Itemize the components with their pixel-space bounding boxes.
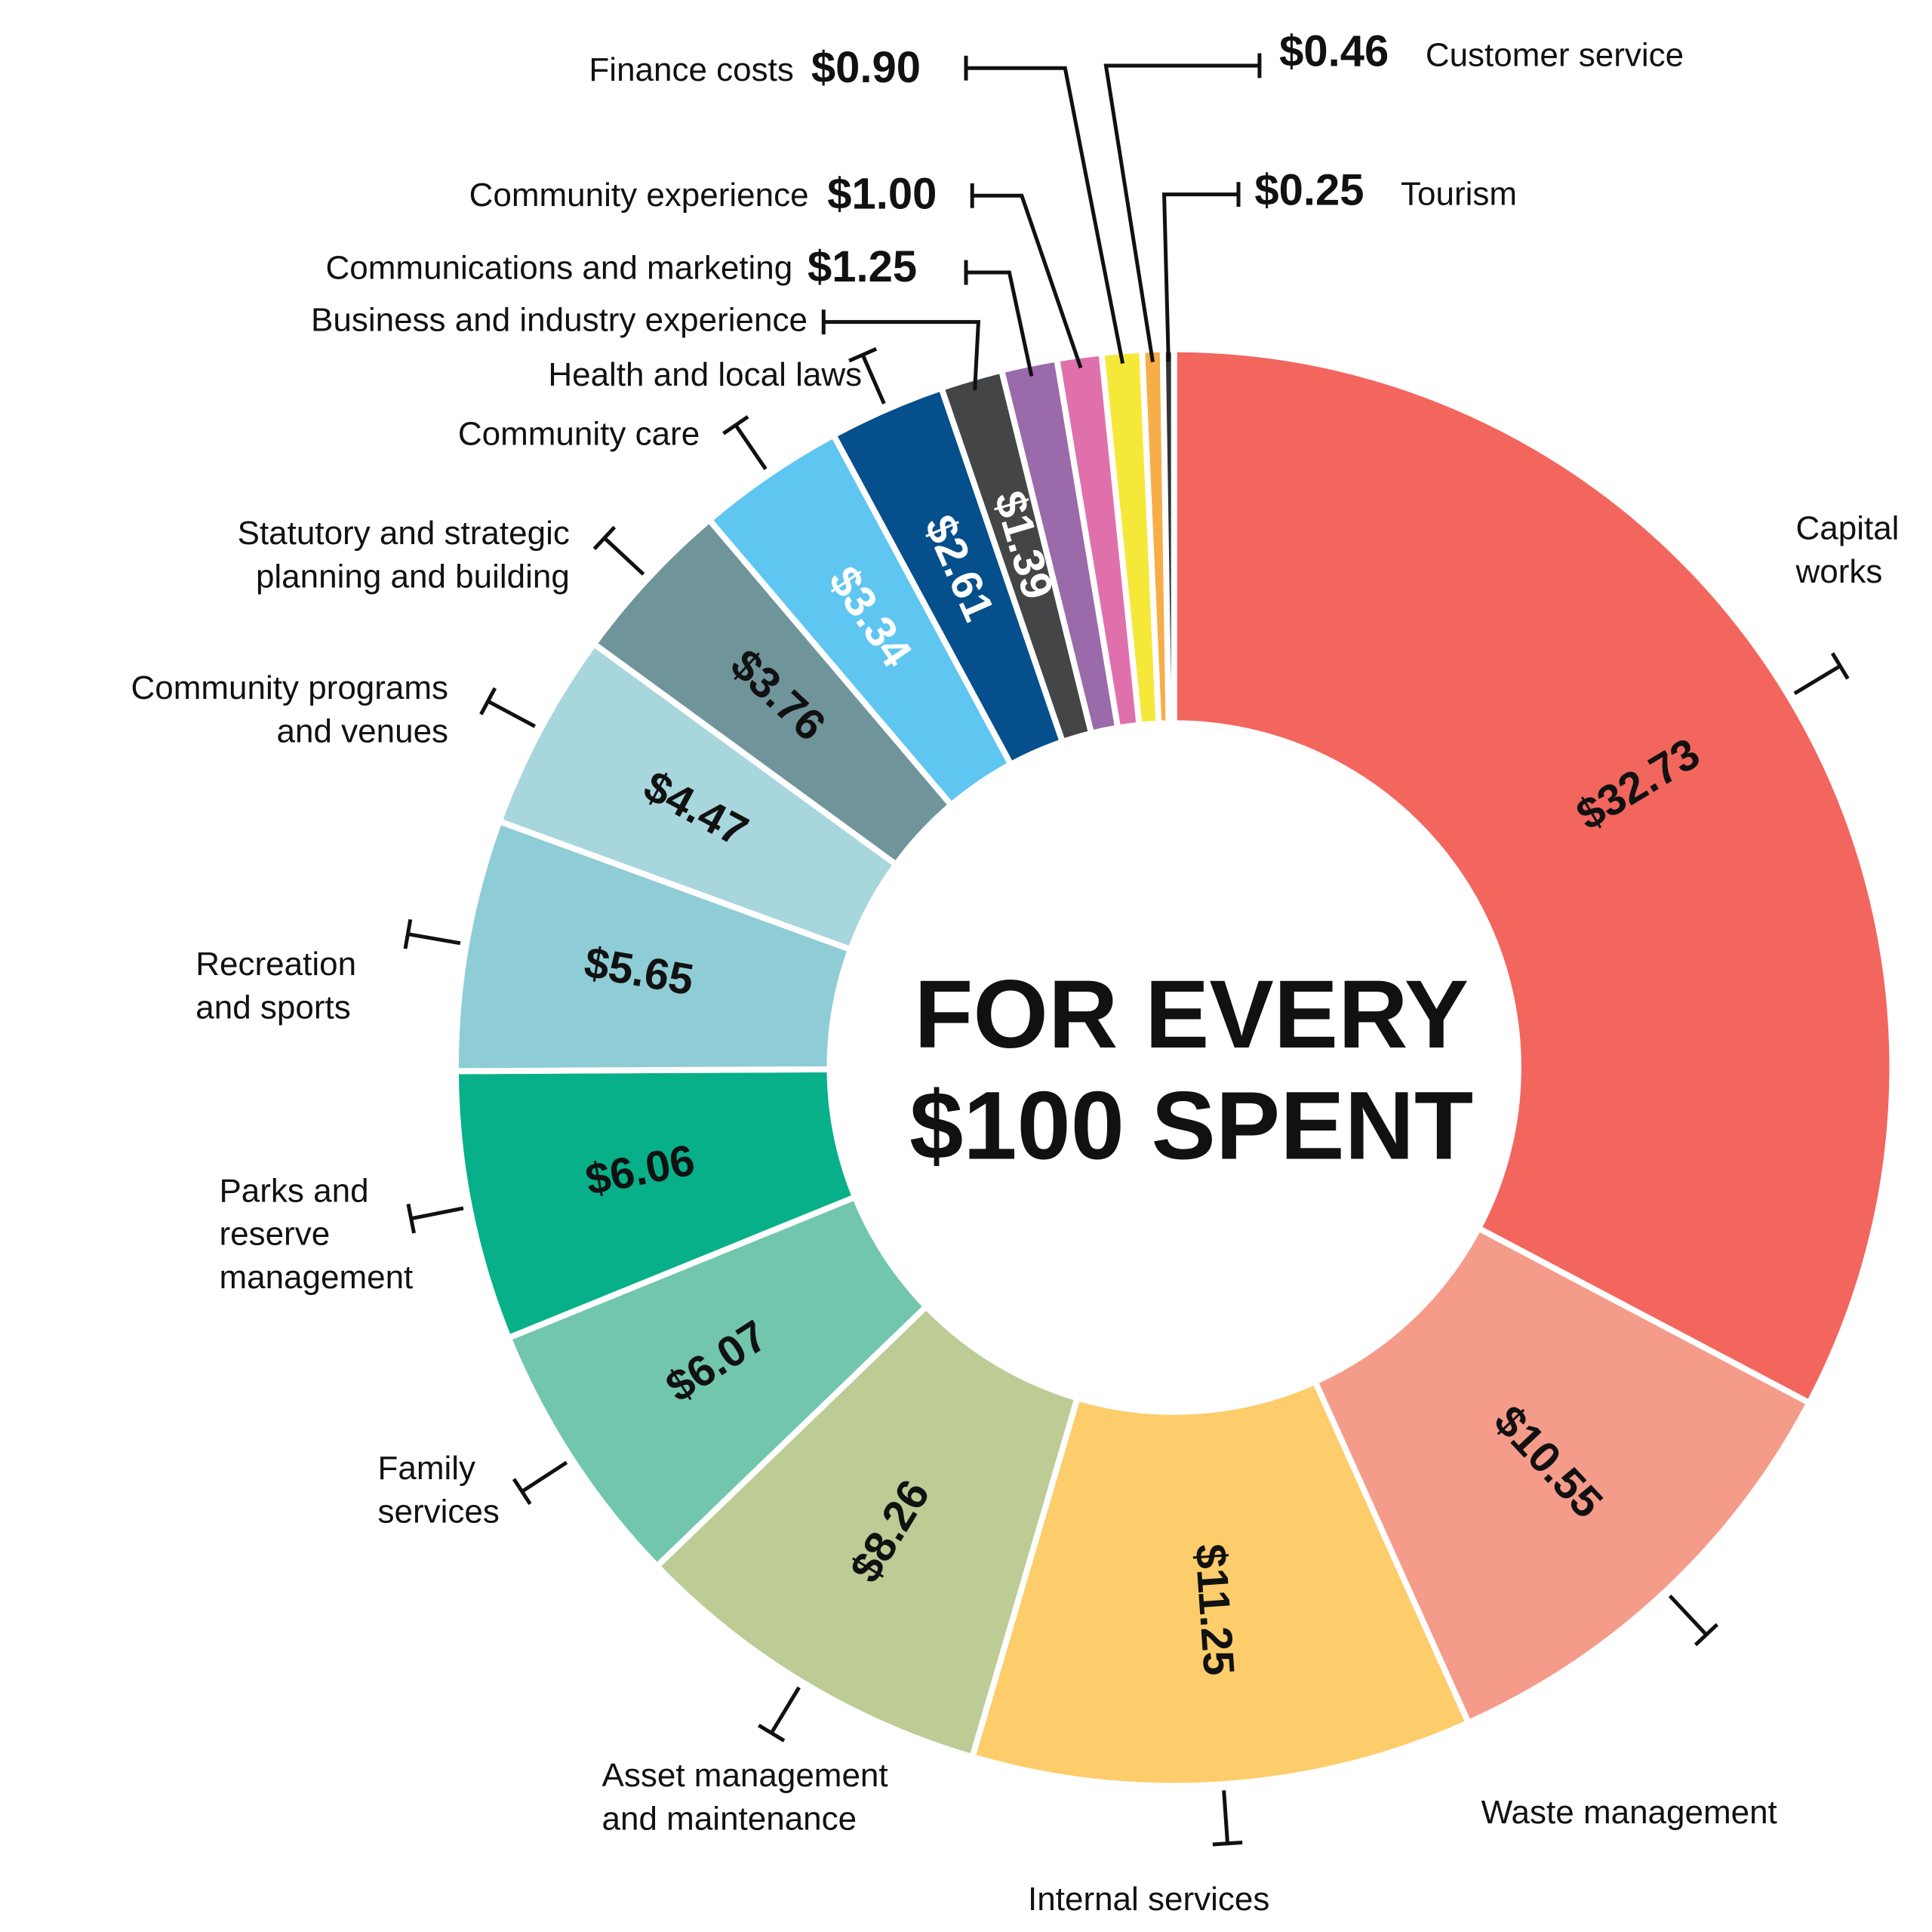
category-label: Finance costs <box>589 51 793 88</box>
leader-cap <box>722 415 749 435</box>
value-label: $0.90 <box>811 43 921 92</box>
leader-line <box>823 320 981 391</box>
category-label: Statutory and strategic planning and buil… <box>238 515 570 595</box>
leader-line <box>603 537 645 576</box>
leader-cap <box>479 687 497 715</box>
leader-line <box>407 932 461 946</box>
leader-cap <box>512 1478 532 1506</box>
leader-line <box>487 699 537 728</box>
leader-line <box>521 1460 568 1494</box>
category-label: Business and industry experience <box>311 301 808 338</box>
wedge <box>1171 346 1896 1407</box>
donut <box>452 346 1896 1789</box>
category-label: Community experience <box>469 177 809 214</box>
leader-cap <box>848 347 878 363</box>
category-label: Communications and marketing <box>326 249 793 286</box>
value-label: $0.25 <box>1254 165 1364 214</box>
leader-cap <box>1212 1840 1243 1847</box>
leader-line <box>1793 664 1841 696</box>
value-label: $1.25 <box>808 242 917 291</box>
wedge <box>652 1302 1081 1761</box>
category-label: Internal services <box>1028 1881 1269 1918</box>
category-label: Tourism <box>1401 175 1517 212</box>
leader-line <box>411 1206 464 1221</box>
wedge <box>452 1066 860 1342</box>
category-label: Community care <box>458 415 700 452</box>
leader-line <box>1222 1790 1230 1844</box>
leader-line <box>860 354 886 405</box>
category-label: Recreation and sports <box>195 946 356 1026</box>
wedge <box>1311 1224 1814 1727</box>
category-label: Family services <box>378 1450 500 1530</box>
category-label: Community programs and venues <box>131 669 448 749</box>
category-label: Customer service <box>1426 36 1684 73</box>
wedge <box>968 1377 1473 1789</box>
leader-cap <box>758 1723 786 1743</box>
value-label: $11.25 <box>1186 1543 1244 1677</box>
leader-line <box>1103 63 1260 362</box>
category-label: Asset management and maintenance <box>602 1756 888 1836</box>
leader-cap <box>1694 1623 1718 1647</box>
leader-line <box>734 423 768 470</box>
value-label: $1.00 <box>827 169 937 218</box>
category-label: Health and local laws <box>548 355 862 392</box>
leader-cap <box>592 525 617 551</box>
leader-cap <box>403 918 413 949</box>
leader-line <box>972 193 1083 369</box>
leader-line <box>770 1686 801 1734</box>
category-label: Waste management <box>1481 1794 1777 1831</box>
category-label: Capital works <box>1795 509 1899 589</box>
leader-line <box>1161 192 1239 362</box>
leader-line <box>966 270 1034 377</box>
chart-title: FOR EVERY $100 SPENT <box>909 961 1473 1180</box>
leader-cap <box>406 1203 417 1234</box>
category-label: Parks and reserve management <box>219 1172 413 1296</box>
leader-cap <box>1830 652 1850 680</box>
leader-line <box>1668 1594 1708 1636</box>
leader-line <box>966 66 1125 365</box>
wedge <box>504 1193 931 1571</box>
value-label: $0.46 <box>1279 27 1389 76</box>
